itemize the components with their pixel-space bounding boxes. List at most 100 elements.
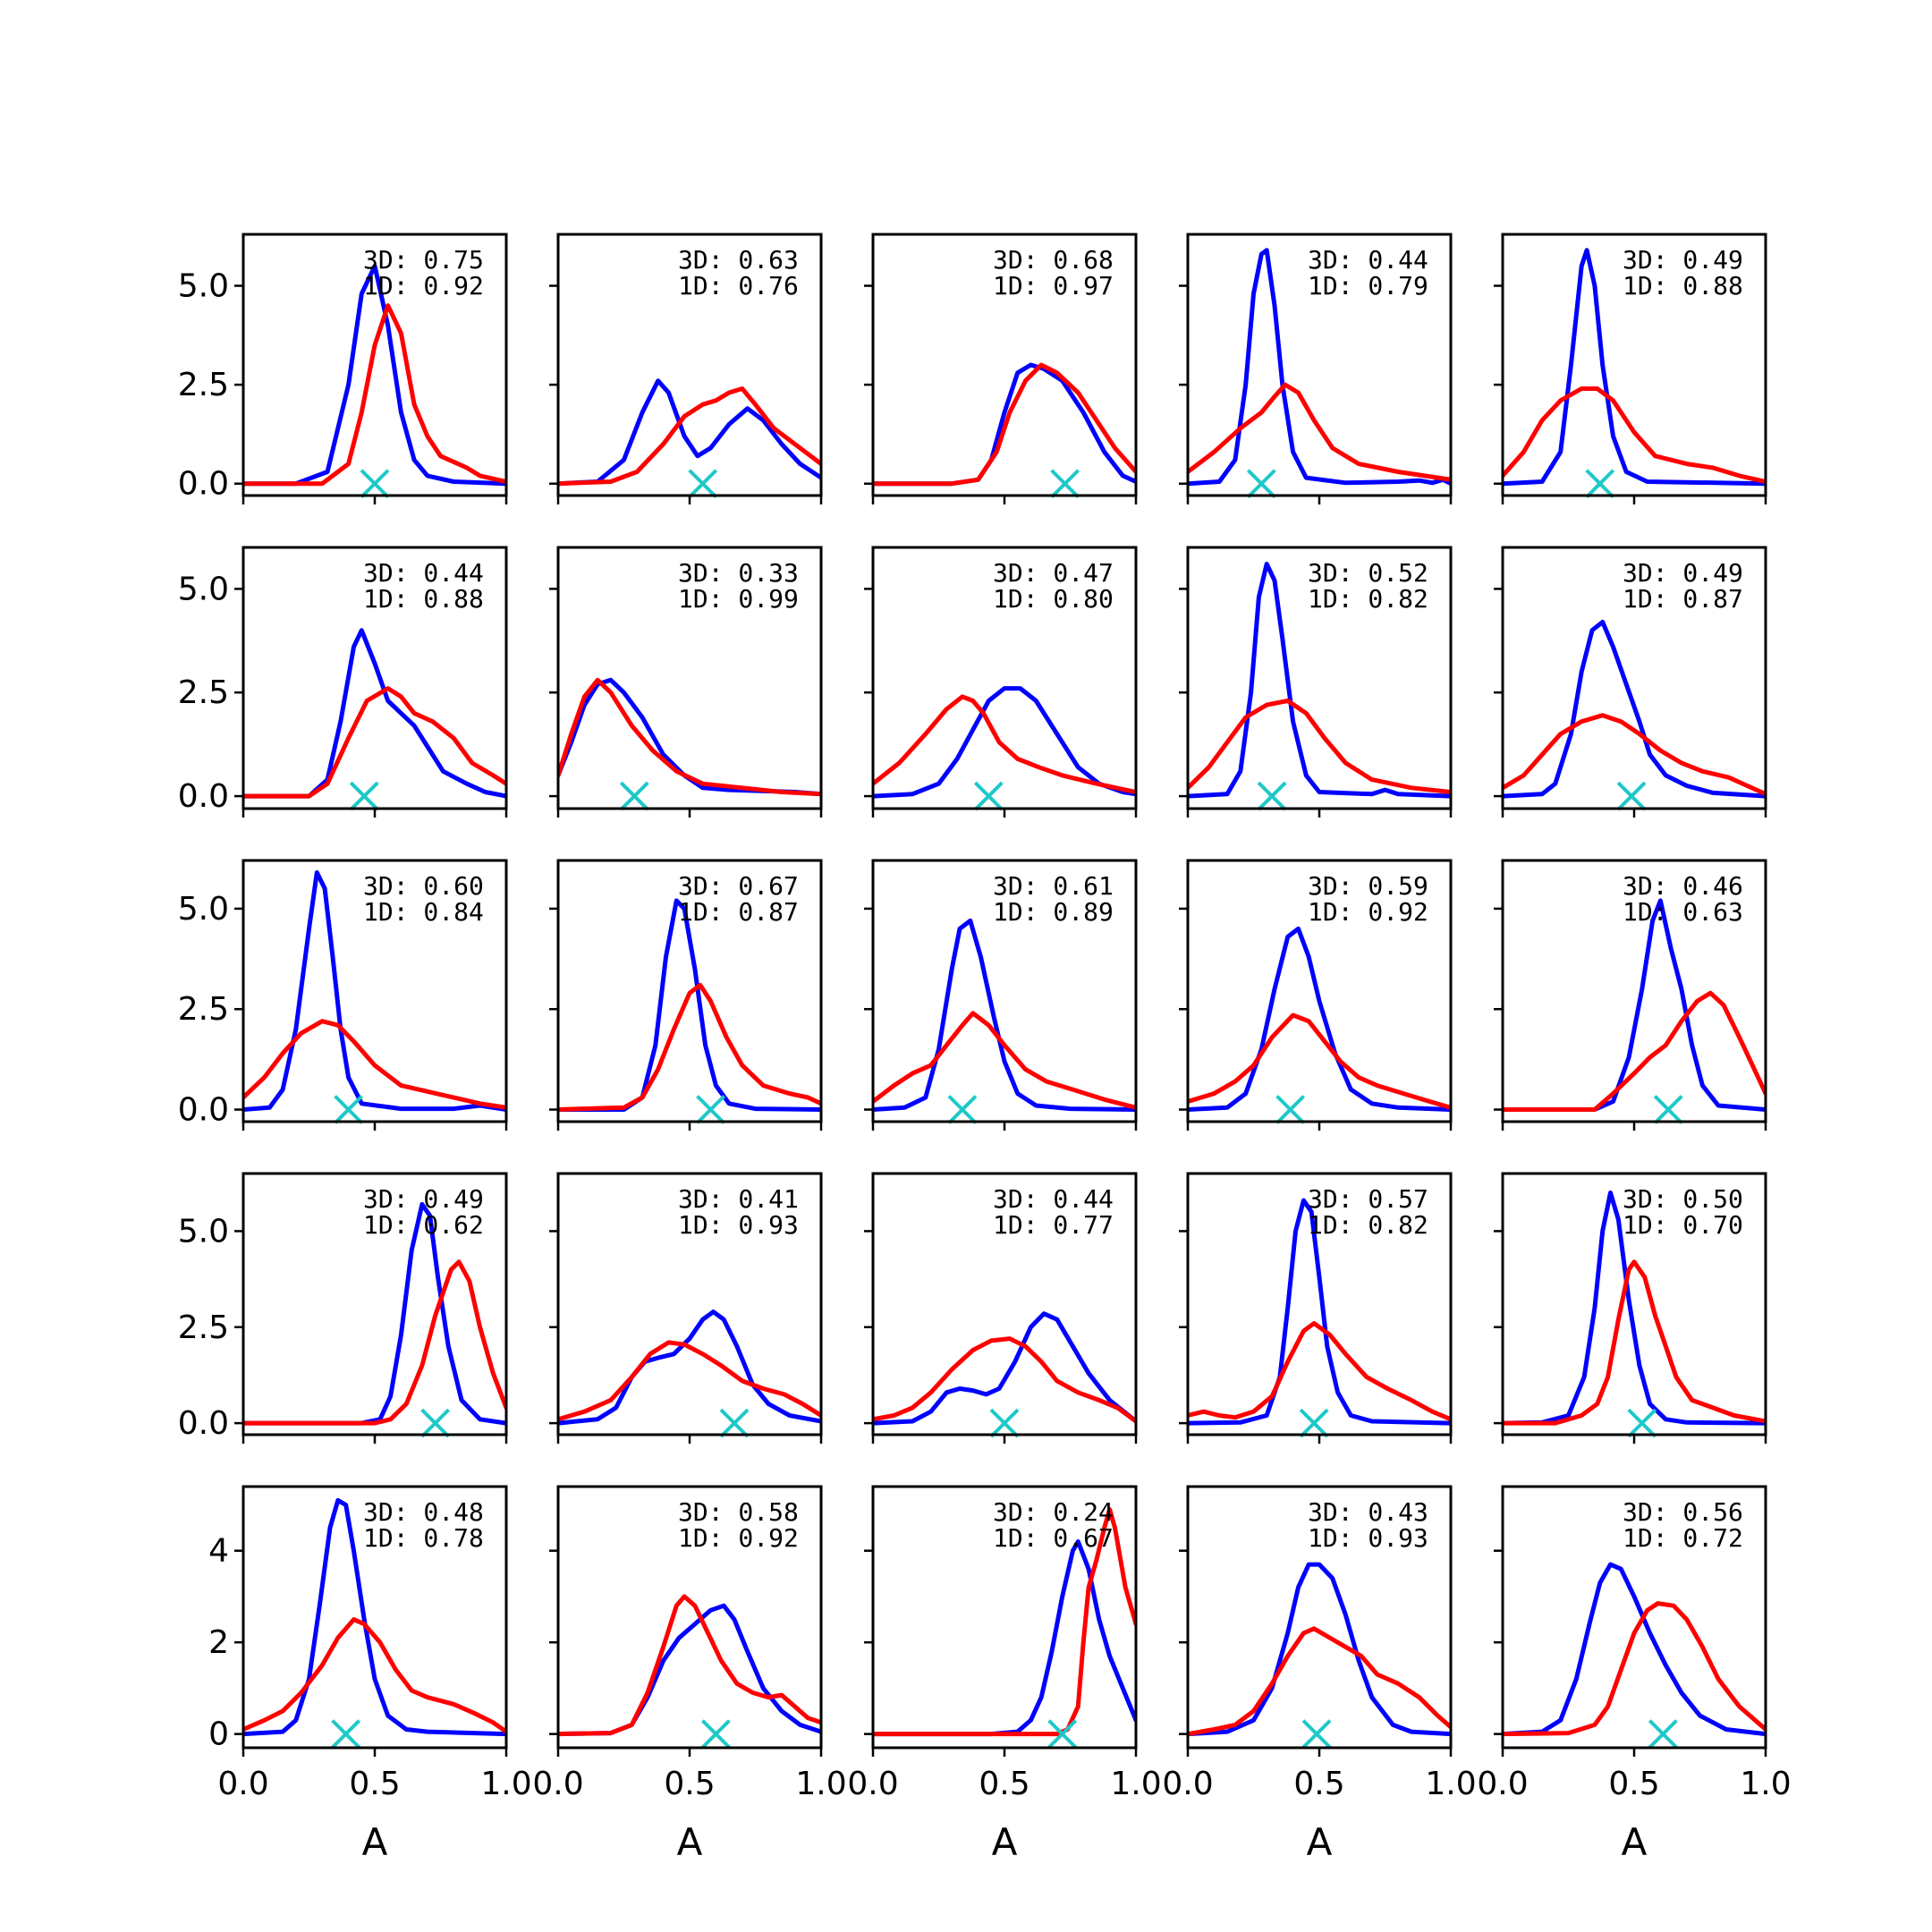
annotation-1d: 1D: 0.88 bbox=[1623, 271, 1743, 301]
annotation-1d: 1D: 0.87 bbox=[1623, 584, 1743, 614]
true-value-marker bbox=[1299, 1408, 1329, 1438]
annotation-1d: 1D: 0.78 bbox=[363, 1523, 484, 1553]
series-1d-line bbox=[1503, 990, 1766, 1112]
y-tick-label: 4 bbox=[208, 1533, 229, 1570]
series-3d-line bbox=[1503, 619, 1766, 799]
true-value-marker bbox=[973, 781, 1004, 811]
y-tick-label: 2 bbox=[208, 1624, 229, 1661]
annotation-3d: 3D: 0.61 bbox=[993, 871, 1114, 901]
x-tick-label: 0.5 bbox=[349, 1766, 400, 1802]
true-value-marker bbox=[1047, 1719, 1078, 1750]
true-value-marker bbox=[947, 1095, 978, 1124]
annotation-3d: 3D: 0.56 bbox=[1623, 1497, 1743, 1527]
x-tick-label: 1.0 bbox=[795, 1766, 846, 1802]
annotation-1d: 1D: 0.87 bbox=[678, 897, 799, 927]
series-1d-line bbox=[558, 982, 821, 1112]
series-1d-line bbox=[1188, 699, 1451, 794]
annotation-3d: 3D: 0.60 bbox=[363, 871, 484, 901]
series-3d-line bbox=[1503, 898, 1766, 1112]
y-tick-label: 0.0 bbox=[178, 466, 229, 503]
series-3d-line bbox=[873, 1311, 1136, 1426]
annotation-1d: 1D: 0.79 bbox=[1308, 271, 1428, 301]
y-tick-label: 0 bbox=[208, 1716, 229, 1753]
true-value-marker bbox=[1275, 1095, 1306, 1124]
series-3d-line bbox=[1503, 1562, 1766, 1737]
series-1d-line bbox=[558, 1594, 821, 1737]
true-value-marker bbox=[1616, 781, 1647, 811]
annotation-3d: 3D: 0.57 bbox=[1308, 1184, 1428, 1214]
true-value-marker bbox=[1257, 781, 1287, 811]
x-axis-label: A bbox=[1622, 1820, 1648, 1864]
series-1d-line bbox=[558, 677, 821, 797]
annotation-3d: 3D: 0.46 bbox=[1623, 871, 1743, 901]
series-1d-line bbox=[243, 1617, 506, 1734]
annotation-3d: 3D: 0.49 bbox=[363, 1184, 484, 1214]
series-1d-line bbox=[558, 1340, 821, 1422]
true-value-marker bbox=[719, 1408, 750, 1438]
annotation-1d: 1D: 0.93 bbox=[678, 1210, 799, 1240]
true-value-marker bbox=[1246, 469, 1276, 499]
x-tick-label: 0.0 bbox=[532, 1766, 583, 1802]
series-1d-line bbox=[1503, 386, 1766, 484]
annotation-1d: 1D: 0.62 bbox=[363, 1210, 484, 1240]
y-tick-label: 5.0 bbox=[178, 571, 229, 607]
true-value-marker bbox=[331, 1719, 361, 1750]
series-1d-line bbox=[873, 1336, 1136, 1424]
true-value-marker bbox=[360, 469, 390, 499]
annotation-3d: 3D: 0.49 bbox=[1623, 245, 1743, 275]
annotation-3d: 3D: 0.47 bbox=[993, 558, 1114, 588]
true-value-marker bbox=[1585, 469, 1615, 499]
y-tick-label: 2.5 bbox=[178, 991, 229, 1028]
y-tick-label: 2.5 bbox=[178, 1309, 229, 1346]
annotation-3d: 3D: 0.67 bbox=[678, 871, 799, 901]
true-value-marker bbox=[1050, 469, 1080, 499]
x-tick-label: 1.0 bbox=[1425, 1766, 1476, 1802]
true-value-marker bbox=[1648, 1719, 1678, 1750]
y-tick-label: 0.0 bbox=[178, 1092, 229, 1129]
x-tick-label: 0.0 bbox=[1477, 1766, 1528, 1802]
series-3d-line bbox=[243, 870, 506, 1112]
annotation-3d: 3D: 0.49 bbox=[1623, 558, 1743, 588]
series-3d-line bbox=[873, 1539, 1136, 1737]
series-3d-line bbox=[1188, 926, 1451, 1112]
series-1d-line bbox=[873, 694, 1136, 794]
x-tick-label: 1.0 bbox=[1740, 1766, 1791, 1802]
true-value-marker bbox=[688, 469, 718, 499]
series-3d-line bbox=[1503, 1191, 1766, 1426]
annotation-3d: 3D: 0.24 bbox=[993, 1497, 1114, 1527]
x-tick-label: 0.0 bbox=[847, 1766, 898, 1802]
annotation-1d: 1D: 0.84 bbox=[363, 897, 484, 927]
x-axis-label: A bbox=[362, 1820, 388, 1864]
y-tick-label: 5.0 bbox=[178, 268, 229, 305]
annotation-1d: 1D: 0.63 bbox=[1623, 897, 1743, 927]
series-3d-line bbox=[1188, 562, 1451, 799]
series-3d-line bbox=[873, 686, 1136, 799]
annotation-1d: 1D: 0.88 bbox=[363, 584, 484, 614]
annotation-3d: 3D: 0.68 bbox=[993, 245, 1114, 275]
annotation-3d: 3D: 0.41 bbox=[678, 1184, 799, 1214]
true-value-marker bbox=[334, 1095, 364, 1124]
true-value-marker bbox=[349, 781, 379, 811]
series-1d-line bbox=[1188, 1321, 1451, 1422]
annotation-1d: 1D: 0.72 bbox=[1623, 1523, 1743, 1553]
annotation-3d: 3D: 0.33 bbox=[678, 558, 799, 588]
annotation-1d: 1D: 0.92 bbox=[678, 1523, 799, 1553]
annotation-1d: 1D: 0.70 bbox=[1623, 1210, 1743, 1240]
series-3d-line bbox=[558, 1309, 821, 1426]
series-1d-line bbox=[1188, 382, 1451, 482]
x-axis-label: A bbox=[677, 1820, 703, 1864]
